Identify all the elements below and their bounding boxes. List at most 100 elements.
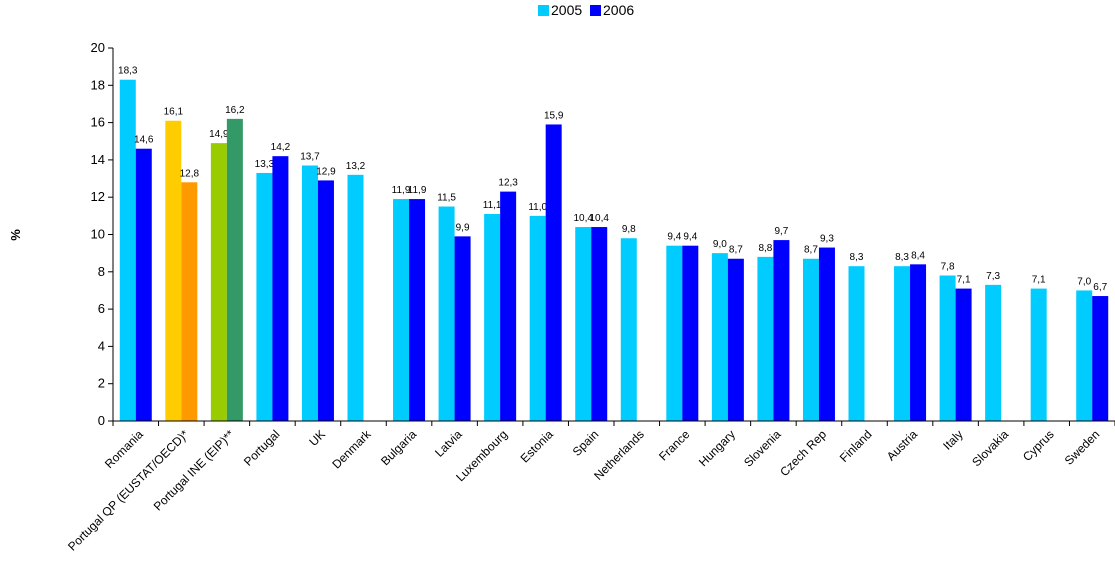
data-label: 8,8 xyxy=(758,243,772,254)
bar-2006 xyxy=(591,227,608,421)
bar-2005 xyxy=(165,120,182,422)
bar-2005 xyxy=(393,199,410,421)
data-label: 10,4 xyxy=(589,213,609,224)
x-tick-label: Estonia xyxy=(518,427,556,465)
data-label: 7,0 xyxy=(1077,276,1091,287)
y-tick-label: 4 xyxy=(98,338,105,353)
data-label: 16,2 xyxy=(225,105,245,116)
bar-2006 xyxy=(545,124,562,421)
data-label: 8,3 xyxy=(850,252,864,263)
data-label: 11,0 xyxy=(528,202,547,213)
data-label: 13,2 xyxy=(346,161,366,172)
data-label: 14,2 xyxy=(271,142,291,153)
bar-2006 xyxy=(409,199,426,421)
legend-swatch xyxy=(590,5,601,16)
data-label: 14,9 xyxy=(209,129,229,140)
legend: 2005 2006 xyxy=(538,2,634,18)
bar-2005 xyxy=(802,258,819,421)
x-tick-label: Austria xyxy=(884,427,921,464)
bar-2006 xyxy=(454,236,471,421)
y-tick-label: 0 xyxy=(98,413,105,428)
data-label: 9,7 xyxy=(774,226,788,237)
y-axis: 0 2 4 6 8 10 12 14 16 18 20 xyxy=(91,40,114,428)
x-tick-label: France xyxy=(656,427,693,464)
bar-2006 xyxy=(773,240,790,421)
data-label: 6,7 xyxy=(1093,282,1107,293)
y-tick-label: 14 xyxy=(91,152,105,167)
data-label: 9,0 xyxy=(713,239,727,250)
x-tick-label: Slovakia xyxy=(969,427,1011,469)
bar-2005 xyxy=(711,253,728,421)
data-label: 8,3 xyxy=(895,252,909,263)
bar-2005 xyxy=(985,284,1002,421)
bar-2006 xyxy=(135,148,152,421)
bar-2005 xyxy=(1030,288,1047,421)
y-tick-label: 12 xyxy=(91,189,105,204)
data-label: 7,1 xyxy=(1032,275,1046,286)
y-tick-label: 8 xyxy=(98,264,105,279)
x-tick-label: Spain xyxy=(570,427,602,459)
bars: 18,3 14,6 16,1 12,8 14,9 16,2 13,3 14,2 13,7 12,9… xyxy=(118,66,1109,422)
x-tick-label: Romania xyxy=(102,427,146,471)
y-tick-label: 20 xyxy=(91,40,105,55)
x-tick-label: Finland xyxy=(837,427,875,465)
data-label: 9,3 xyxy=(820,234,834,245)
data-label: 9,4 xyxy=(683,232,697,243)
data-label: 7,1 xyxy=(957,275,971,286)
x-tick-label: Czech Rep xyxy=(777,427,829,479)
bar-2006 xyxy=(818,247,835,421)
data-label: 11,5 xyxy=(437,193,456,204)
bar-2005 xyxy=(119,79,136,421)
bar-2005 xyxy=(575,227,592,421)
bar-2006 xyxy=(272,156,289,422)
bar-2006 xyxy=(317,180,334,421)
data-label: 14,6 xyxy=(134,135,154,146)
data-label: 11,9 xyxy=(392,185,411,196)
x-tick-label: Slovenia xyxy=(741,427,784,470)
x-tick-label: Italy xyxy=(940,427,965,452)
bar-2005 xyxy=(666,245,683,421)
bar-2005 xyxy=(256,172,273,421)
bar-2006 xyxy=(181,182,198,421)
bar-2006 xyxy=(727,258,744,421)
legend-label: 2005 xyxy=(551,2,582,18)
bar-2006 xyxy=(500,191,517,421)
bar-2005 xyxy=(1076,290,1093,421)
bar-2005 xyxy=(301,165,318,421)
x-tick-label: Sweden xyxy=(1062,427,1103,468)
data-label: 8,4 xyxy=(911,250,925,261)
bar-2005 xyxy=(620,238,637,421)
bar-2005 xyxy=(347,174,364,421)
data-label: 7,8 xyxy=(941,262,955,273)
data-label: 10,4 xyxy=(573,213,593,224)
data-label: 12,3 xyxy=(498,178,518,189)
legend-label: 2006 xyxy=(603,2,634,18)
data-label: 18,3 xyxy=(118,66,138,77)
x-tick-label: UK xyxy=(306,427,328,449)
data-label: 8,7 xyxy=(729,245,743,256)
legend-swatch xyxy=(538,5,549,16)
x-tick-label: Latvia xyxy=(432,427,465,460)
x-tick-label: Denmark xyxy=(329,427,374,472)
y-axis-label: % xyxy=(8,229,23,241)
data-label: 13,7 xyxy=(300,151,320,162)
x-tick-label: Bulgaria xyxy=(378,427,419,468)
bar-2005 xyxy=(529,215,546,421)
y-tick-label: 16 xyxy=(91,115,105,130)
x-tick-label: Portugal xyxy=(241,427,283,469)
bar-2006 xyxy=(682,245,699,421)
bar-2005 xyxy=(848,266,865,421)
data-label: 13,3 xyxy=(255,159,275,170)
bar-2005 xyxy=(438,206,455,421)
bar-2006 xyxy=(1092,296,1109,421)
data-label: 7,3 xyxy=(986,271,1000,282)
x-tick-label: Portugal INE (EIP)** xyxy=(151,427,238,514)
y-tick-label: 18 xyxy=(91,77,105,92)
data-label: 15,9 xyxy=(544,110,564,121)
bar-2005 xyxy=(484,213,501,421)
data-label: 9,8 xyxy=(622,224,636,235)
bar-2005 xyxy=(939,275,956,421)
data-label: 11,9 xyxy=(408,185,427,196)
